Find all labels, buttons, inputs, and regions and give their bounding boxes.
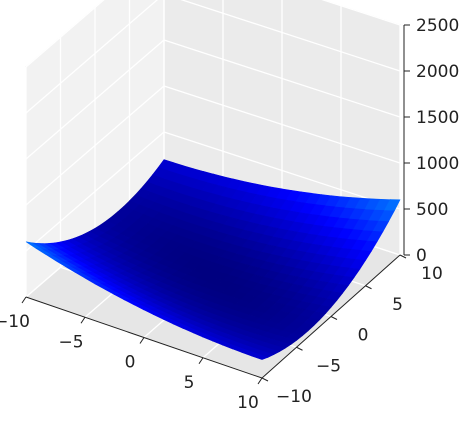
tick-labels: −10 −5 0 5 10 −10 −5 0 5 10 0 500 1000 1… <box>0 16 459 413</box>
z-grid-back <box>321 0 401 26</box>
tick-marks <box>21 24 410 385</box>
x-tick-label: −5 <box>58 332 83 352</box>
z-grid-back <box>180 0 401 72</box>
y-tick <box>330 316 338 320</box>
y-tick-label: 5 <box>392 295 403 315</box>
z-grid-left <box>25 131 165 252</box>
y-tick-label: 0 <box>358 326 369 346</box>
x-tick-label: −10 <box>0 312 30 332</box>
y-tick-label: −10 <box>276 387 312 407</box>
surface-cell <box>251 353 269 360</box>
x-tick <box>139 337 145 344</box>
y-tick-label: −5 <box>316 356 341 376</box>
surface-mesh <box>25 159 401 360</box>
z-tick-label: 500 <box>416 200 448 220</box>
x-tick <box>198 357 204 365</box>
x-tick-label: 10 <box>237 393 259 413</box>
y-tick <box>365 285 372 290</box>
x-tick <box>21 296 27 304</box>
z-grid-left <box>25 85 165 206</box>
z-tick-label: 2000 <box>416 62 459 82</box>
z-grid-back <box>163 85 401 164</box>
z-grid-left <box>25 0 159 114</box>
x-tick-label: 5 <box>184 373 195 393</box>
z-tick-label: 0 <box>416 246 427 266</box>
y-tick <box>296 346 303 351</box>
z-grid-back <box>163 39 401 118</box>
z-tick-label: 1000 <box>416 154 459 174</box>
z-tick-label: 2500 <box>416 16 459 36</box>
x-tick-label: 0 <box>125 353 136 373</box>
x-tick <box>80 316 86 324</box>
z-grid-left <box>25 39 165 160</box>
z-grid-back <box>163 131 401 210</box>
y-tick <box>399 254 407 259</box>
y-tick <box>261 377 269 382</box>
y-tick-label: 10 <box>421 264 443 284</box>
z-grid-left <box>25 0 105 68</box>
x-tick <box>257 377 263 385</box>
z-tick-label: 1500 <box>416 108 459 128</box>
